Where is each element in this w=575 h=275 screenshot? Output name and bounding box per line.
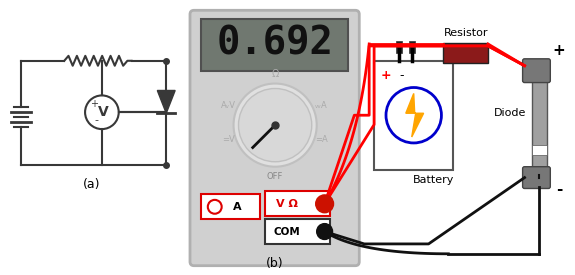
- FancyBboxPatch shape: [523, 167, 550, 188]
- Text: OFF: OFF: [267, 172, 283, 181]
- Bar: [265, 191, 329, 216]
- Circle shape: [239, 89, 312, 162]
- Bar: [409, 41, 415, 53]
- Text: =A: =A: [315, 136, 328, 144]
- Bar: [396, 41, 402, 53]
- Text: A: A: [233, 202, 242, 212]
- Bar: [265, 219, 329, 244]
- Text: 0.692: 0.692: [216, 25, 333, 63]
- Text: +: +: [381, 69, 392, 82]
- Text: +: +: [90, 99, 98, 109]
- Text: ᵥᵥA: ᵥᵥA: [315, 101, 328, 110]
- Text: -: -: [400, 69, 404, 82]
- Text: -: -: [556, 182, 562, 197]
- Text: =V: =V: [222, 136, 235, 144]
- Circle shape: [316, 195, 333, 213]
- Circle shape: [317, 224, 332, 240]
- Text: Diode: Diode: [494, 108, 527, 118]
- Bar: [531, 145, 547, 155]
- FancyBboxPatch shape: [523, 59, 550, 82]
- Text: Ω: Ω: [271, 69, 279, 79]
- Bar: [443, 43, 488, 63]
- FancyBboxPatch shape: [190, 10, 359, 266]
- Text: Battery: Battery: [413, 175, 454, 185]
- Text: -: -: [95, 115, 99, 125]
- Bar: [201, 194, 260, 219]
- Text: AᵥV: AᵥV: [221, 101, 236, 110]
- Bar: [201, 19, 348, 71]
- Text: V: V: [98, 105, 108, 119]
- Polygon shape: [406, 94, 424, 137]
- Text: Resistor: Resistor: [443, 28, 488, 38]
- Text: COM: COM: [274, 227, 300, 236]
- Text: (b): (b): [266, 257, 284, 270]
- Polygon shape: [158, 90, 175, 113]
- Bar: [531, 81, 547, 175]
- Bar: [374, 61, 453, 170]
- Text: (a): (a): [83, 178, 101, 191]
- Circle shape: [233, 84, 317, 167]
- Text: +: +: [553, 43, 566, 58]
- Text: V Ω: V Ω: [276, 199, 298, 209]
